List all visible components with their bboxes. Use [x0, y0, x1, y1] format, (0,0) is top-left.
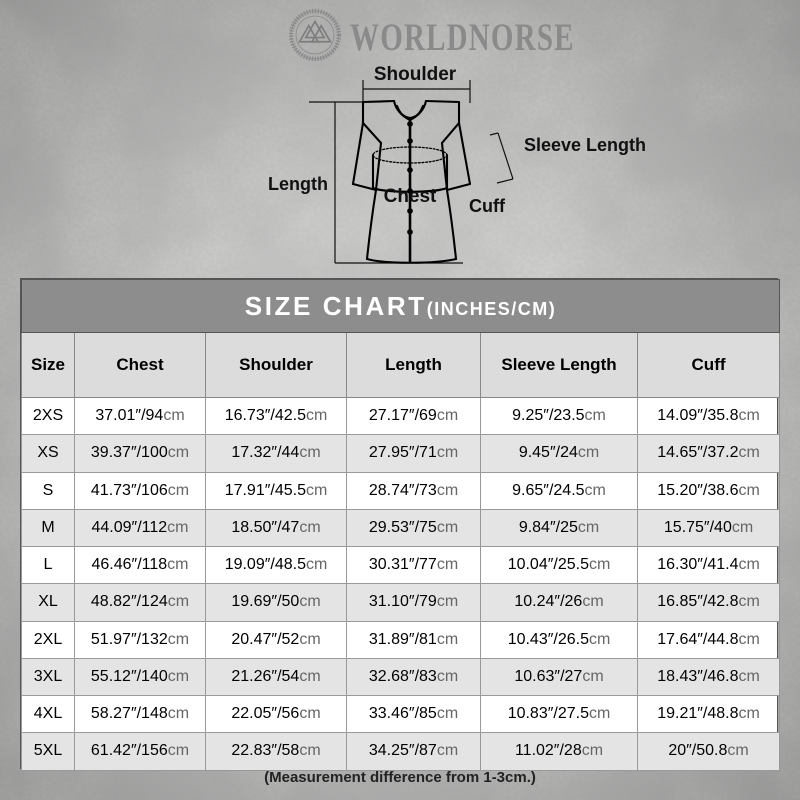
svg-text:Length: Length — [268, 174, 328, 194]
svg-text:Sleeve Length: Sleeve Length — [524, 135, 646, 155]
svg-text:Cuff: Cuff — [469, 196, 506, 216]
svg-text:Shoulder: Shoulder — [374, 64, 457, 85]
svg-text:Chest: Chest — [384, 186, 437, 207]
